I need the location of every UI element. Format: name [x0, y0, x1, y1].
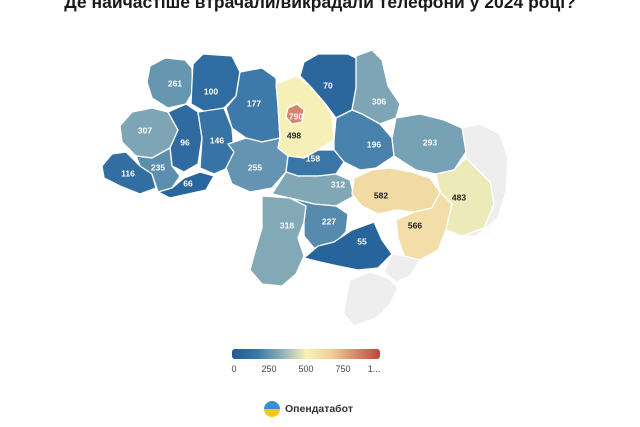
region-label-dnipropetrovsk: 582	[374, 190, 388, 200]
region-label-zakarpattia: 116	[121, 168, 135, 178]
region-label-donetsk: 566	[408, 220, 422, 230]
region-label-zhytomyr: 177	[247, 98, 261, 108]
region-label-odesa: 318	[280, 220, 294, 230]
region-label-cherkasy: 158	[306, 153, 320, 163]
region-crimea[interactable]	[343, 271, 399, 327]
region-ivano-frankivsk[interactable]	[135, 147, 181, 193]
legend-tick-500: 500	[298, 364, 314, 374]
region-label-luhansk: 483	[452, 192, 466, 202]
region-chernivtsi[interactable]	[157, 171, 215, 199]
legend-tick-750: 750	[335, 364, 351, 374]
legend-tick-250: 250	[261, 364, 277, 374]
region-label-poltava: 196	[367, 139, 381, 149]
map-title: Де найчастіше втрачали/викрадали телефон…	[64, 0, 576, 12]
region-label-sumy: 306	[372, 96, 386, 106]
region-label-lviv: 307	[138, 125, 152, 135]
region-dnipropetrovsk[interactable]	[351, 167, 441, 215]
color-legend: 0 250 500 750 1...	[231, 349, 381, 378]
legend-ticks: 0 250 500 750 1...	[231, 364, 381, 378]
brand-name: Опендатабот	[285, 403, 353, 415]
region-zaporizhzhia[interactable]	[383, 253, 421, 283]
region-label-kharkiv: 293	[423, 137, 437, 147]
region-label-vinnytsia: 255	[248, 162, 262, 172]
region-label-kherson: 55	[357, 236, 367, 246]
region-label-ternopil: 96	[180, 137, 190, 147]
region-label-mykolaiv: 227	[322, 216, 336, 226]
region-label-ivano-frankivsk: 235	[151, 162, 165, 172]
region-label-kirovohrad: 312	[331, 179, 345, 189]
region-label-kyiv-oblast: 498	[287, 130, 301, 140]
region-odesa[interactable]	[249, 195, 307, 287]
legend-tick-max: 1...	[367, 364, 381, 374]
region-label-volyn: 261	[168, 78, 182, 88]
region-label-khmelnytskyi: 146	[210, 135, 224, 145]
region-luhansk[interactable]	[435, 157, 495, 237]
region-poltava[interactable]	[333, 109, 395, 171]
opendatabot-logo-icon	[264, 401, 280, 417]
legend-gradient-bar	[232, 349, 380, 359]
region-volyn[interactable]	[146, 57, 194, 109]
legend-tick-0: 0	[231, 364, 237, 374]
region-label-chernihiv: 70	[323, 80, 333, 90]
region-kherson[interactable]	[303, 221, 393, 271]
region-kyiv-city[interactable]	[285, 103, 305, 125]
region-label-chernivtsi: 66	[183, 178, 193, 188]
region-ternopil[interactable]	[167, 103, 203, 173]
region-label-rivne: 100	[204, 86, 218, 96]
brand-footer: Опендатабот	[264, 401, 353, 417]
region-rivne[interactable]	[190, 53, 241, 113]
region-label-kyiv-city: 790	[289, 111, 303, 121]
